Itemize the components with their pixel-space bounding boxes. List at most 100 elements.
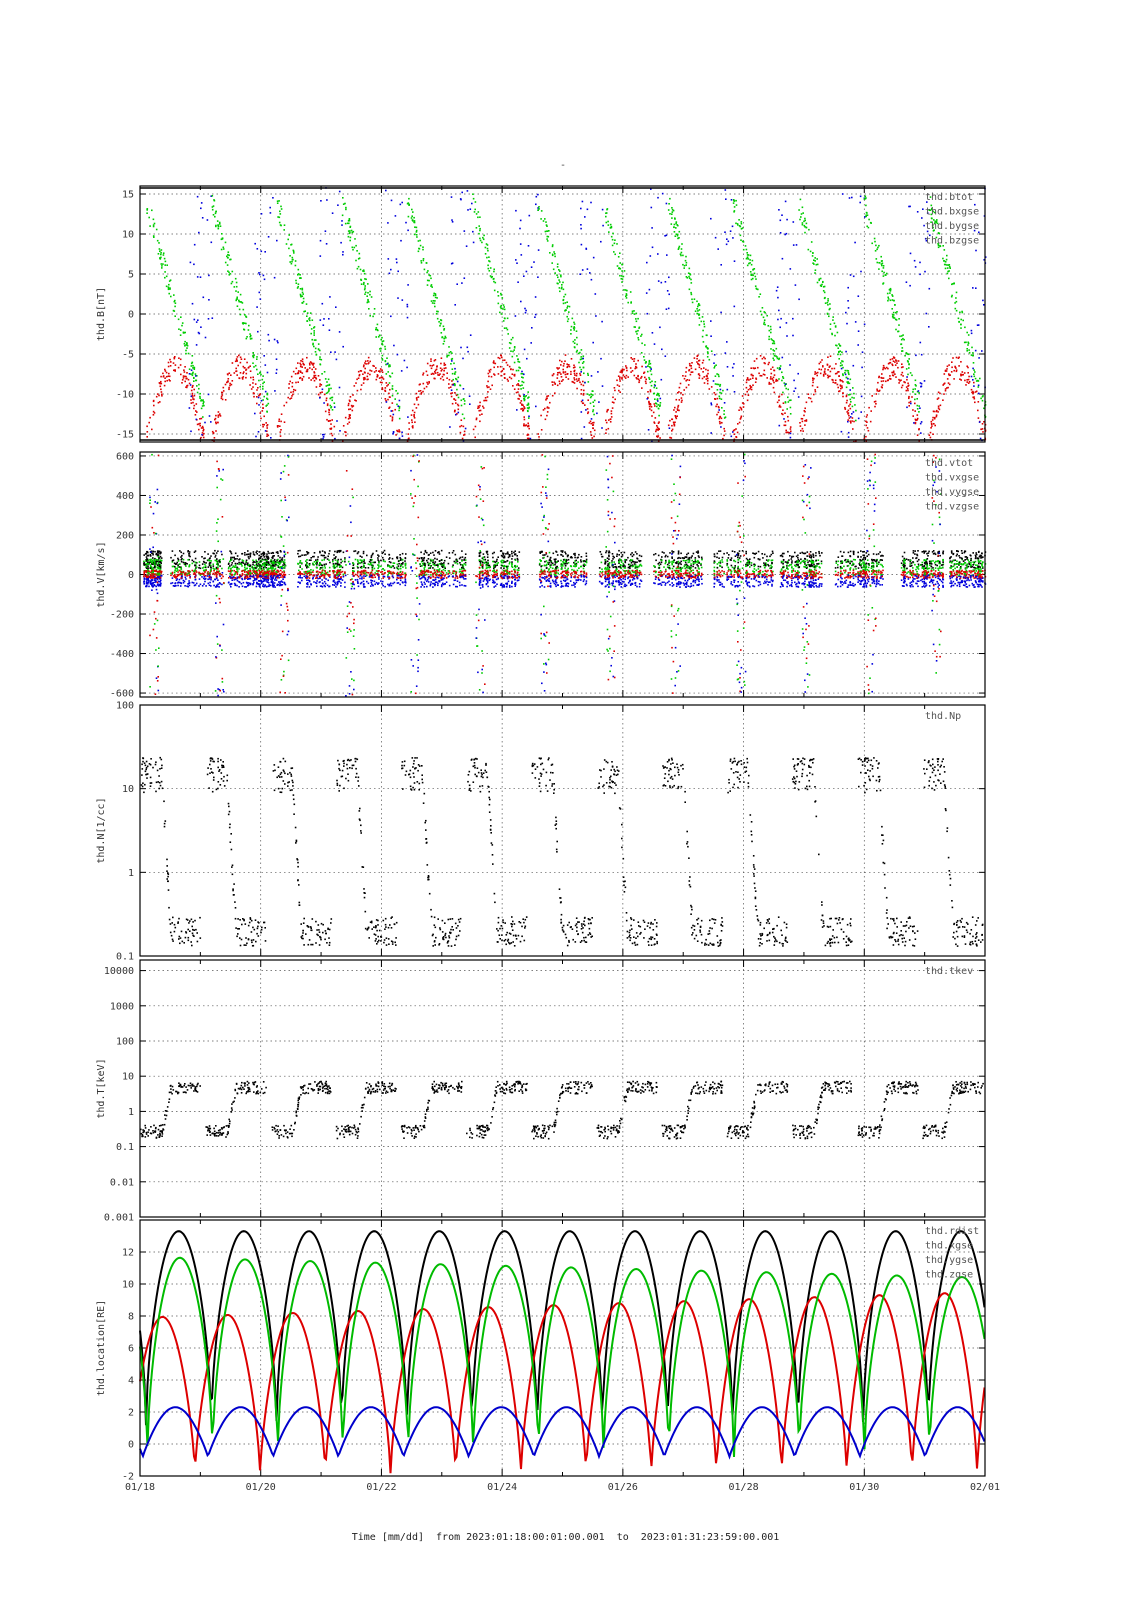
- b-xgse-point: [178, 367, 180, 369]
- v-xgse-point: [189, 577, 191, 579]
- b-ygse-point: [229, 274, 231, 276]
- b-ygse-point: [886, 273, 888, 275]
- b-ygse-point: [649, 378, 651, 380]
- b-ygse-point: [546, 225, 548, 227]
- b-ygse-point: [528, 403, 530, 405]
- v-xgse-point: [175, 577, 177, 579]
- b-xgse-point: [721, 422, 723, 424]
- b-ygse-point: [514, 362, 516, 364]
- b-xgse-point: [416, 407, 418, 409]
- b-xgse-point: [362, 373, 364, 375]
- v-xgse-point: [154, 577, 156, 579]
- v-ygse-point: [152, 562, 154, 564]
- b-ygse-point: [959, 312, 961, 314]
- b-zgse-point: [921, 386, 923, 388]
- b-xgse-point: [267, 424, 269, 426]
- b-xgse-point: [677, 392, 679, 394]
- b-xgse-point: [750, 378, 752, 380]
- b-xgse-point: [907, 383, 909, 385]
- b-ygse-point: [360, 279, 362, 281]
- b-xgse-point: [568, 378, 570, 380]
- b-xgse-point: [249, 384, 251, 386]
- v-xgse-point: [178, 575, 180, 577]
- b-ygse-point: [308, 318, 310, 320]
- b-ygse-point: [345, 223, 347, 225]
- b-ygse-point: [714, 367, 716, 369]
- b-xgse-point: [740, 418, 742, 420]
- b-zgse-point: [535, 406, 537, 408]
- b-zgse-point: [798, 396, 800, 398]
- b-ygse-point: [422, 249, 424, 251]
- b-ygse-point: [517, 359, 519, 361]
- b-ygse-point: [258, 380, 260, 382]
- b-xgse-point: [280, 431, 282, 433]
- v-xgse-point: [234, 577, 236, 579]
- b-xgse-point: [354, 385, 356, 387]
- b-xgse-point: [230, 374, 232, 376]
- b-xgse-point: [723, 435, 725, 437]
- b-ygse-point: [754, 273, 756, 275]
- b-ygse-point: [438, 321, 440, 323]
- b-ygse-point: [313, 332, 315, 334]
- b-zgse-point: [793, 221, 795, 223]
- b-xgse-point: [574, 373, 576, 375]
- b-ygse-point: [334, 402, 336, 404]
- b-zgse-point: [648, 429, 650, 431]
- b-ygse-point: [723, 410, 725, 412]
- b-ygse-point: [690, 279, 692, 281]
- b-xgse-point: [351, 405, 353, 407]
- v-xgse-point: [244, 571, 246, 573]
- b-ygse-point: [676, 221, 678, 223]
- b-xgse-point: [968, 376, 970, 378]
- b-zgse-point: [204, 422, 206, 424]
- b-ygse-point: [911, 375, 913, 377]
- b-ygse-point: [760, 311, 762, 313]
- b-xgse-point: [416, 397, 418, 399]
- b-xgse-point: [647, 391, 649, 393]
- b-ygse-point: [479, 228, 481, 230]
- b-xgse-point: [511, 378, 513, 380]
- b-xgse-point: [236, 359, 238, 361]
- b-zgse-point: [579, 273, 581, 275]
- b-zgse-point: [777, 319, 779, 321]
- b-xgse-point: [674, 425, 676, 427]
- b-xgse-point: [834, 368, 836, 370]
- b-ygse-point: [262, 383, 264, 385]
- b-xgse-point: [748, 394, 750, 396]
- b-ygse-point: [154, 223, 156, 225]
- b-xgse-point: [491, 385, 493, 387]
- v-zgse-point: [196, 583, 198, 585]
- b-xgse-point: [778, 400, 780, 402]
- b-ygse-point: [840, 354, 842, 356]
- b-ygse-point: [355, 245, 357, 247]
- v-xgse-point: [143, 576, 145, 578]
- b-ygse-point: [944, 249, 946, 251]
- b-xgse-point: [237, 365, 239, 367]
- b-xgse-point: [349, 422, 351, 424]
- b-xgse-point: [934, 425, 936, 427]
- v-ygse-point: [202, 567, 204, 569]
- b-xgse-point: [835, 363, 837, 365]
- b-xgse-point: [418, 390, 420, 392]
- b-ygse-point: [649, 361, 651, 363]
- b-ygse-point: [448, 355, 450, 357]
- b-xgse-point: [473, 429, 475, 431]
- b-ygse-point: [312, 319, 314, 321]
- v-zgse-point: [172, 582, 174, 584]
- b-ygse-point: [485, 247, 487, 249]
- b-xgse-point: [870, 410, 872, 412]
- v-xgse-point: [204, 572, 206, 574]
- b-xgse-point: [641, 366, 643, 368]
- b-zgse-point: [595, 315, 597, 317]
- b-xgse-point: [563, 365, 565, 367]
- b-zgse-point: [458, 412, 460, 414]
- b-xgse-point: [973, 392, 975, 394]
- b-zgse-point: [906, 281, 908, 283]
- b-xgse-point: [653, 412, 655, 414]
- v-tot-point: [258, 563, 260, 565]
- v-zgse-point: [188, 582, 190, 584]
- b-zgse-point: [393, 432, 395, 434]
- b-xgse-point: [953, 370, 955, 372]
- v-xgse-point: [280, 570, 282, 572]
- b-zgse-point: [847, 287, 849, 289]
